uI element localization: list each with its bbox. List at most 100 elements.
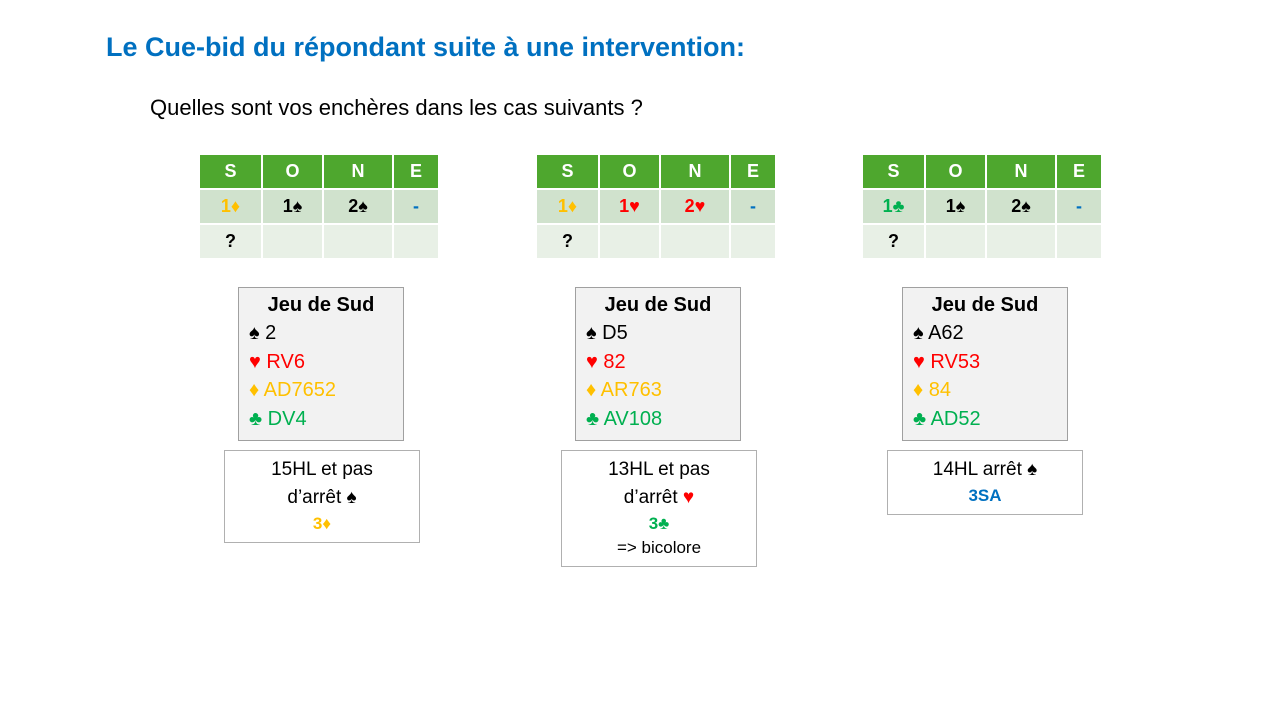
bid-cell [1057, 225, 1101, 258]
bidding-row: ? [863, 225, 1101, 258]
column-header-n: N [324, 155, 392, 188]
answer-explanation: 14HL arrêt ♠ [896, 456, 1074, 484]
south-hand-box: Jeu de Sud ♠ 2 ♥ RV6 ♦ AD7652 ♣ DV4 [238, 287, 404, 441]
diamond-icon: ♦ [249, 379, 260, 401]
hand-title: Jeu de Sud [267, 294, 375, 316]
heart-icon: ♥ [682, 487, 695, 508]
hand-cards: AD7652 [259, 379, 336, 401]
hand-suit-line: ♣ DV4 [249, 405, 403, 434]
bid-cell: - [394, 190, 438, 223]
bid-cell [987, 225, 1055, 258]
bid-cell [661, 225, 729, 258]
bid-cell: 1♠ [263, 190, 322, 223]
answer-bid: 3♣ [648, 514, 670, 533]
bid-cell: 1♠ [926, 190, 985, 223]
bid-cell: - [1057, 190, 1101, 223]
hand-cards: AV108 [599, 407, 663, 430]
answer-box: 13HL et pas d’arrêt ♥ 3♣ => bicolore [561, 450, 757, 567]
hand-suit-line: ♣ AV108 [586, 405, 740, 434]
hand-cards: AR763 [596, 379, 662, 401]
explanation-text: d’arrêt [287, 487, 347, 508]
column-header-n: N [987, 155, 1055, 188]
column-header-o: O [600, 155, 659, 188]
south-hand-box: Jeu de Sud ♠ D5 ♥ 82 ♦ AR763 ♣ AV108 [575, 287, 741, 441]
bidding-row: ? [200, 225, 438, 258]
answer-explanation: 13HL et pas [570, 456, 748, 484]
heart-icon: ♥ [913, 350, 925, 373]
bidding-panel: S O N E 1♣ 1♠ 2♠ -? Jeu de Sud ♠ A62 ♥ RV53 ♦ 84 ♣ A… [861, 153, 1103, 515]
bidding-row: ? [537, 225, 775, 258]
bid-cell: 1♥ [600, 190, 659, 223]
bid-cell [324, 225, 392, 258]
club-icon: ♣ [249, 407, 263, 430]
bid-cell [394, 225, 438, 258]
hand-suit-line: ♠ A62 [913, 319, 1067, 348]
hand-cards: RV6 [260, 350, 305, 373]
bid-cell: 1♦ [200, 190, 261, 223]
column-header-e: E [394, 155, 438, 188]
bid-cell: ? [863, 225, 924, 258]
diamond-icon: ♦ [913, 379, 924, 401]
explanation-text: 15HL et pas [271, 459, 373, 480]
bid-cell: ? [537, 225, 598, 258]
explanation-text: 13HL et pas [608, 459, 710, 480]
bid-cell: 2♠ [324, 190, 392, 223]
bidding-row: 1♦ 1♠ 2♠ - [200, 190, 438, 223]
club-icon: ♣ [586, 407, 600, 430]
answer-box: 15HL et pas d’arrêt ♠ 3♦ [224, 450, 420, 543]
bid-cell [600, 225, 659, 258]
bidding-table: S O N E 1♦ 1♠ 2♠ -? [198, 153, 440, 260]
diamond-icon: ♦ [586, 379, 597, 401]
hand-suit-line: ♥ RV6 [249, 348, 403, 377]
bidding-table: S O N E 1♣ 1♠ 2♠ -? [861, 153, 1103, 260]
bid-cell: - [731, 190, 775, 223]
answer-explanation: d’arrêt ♠ [233, 484, 411, 512]
answer-bid: 3♦ [312, 514, 332, 533]
heart-icon: ♥ [586, 350, 598, 373]
bid-cell: 1♦ [537, 190, 598, 223]
column-header-o: O [263, 155, 322, 188]
answer-bid: 3SA [968, 486, 1002, 505]
hand-suit-line: ♦ AD7652 [249, 376, 403, 405]
column-header-o: O [926, 155, 985, 188]
hand-cards: A62 [923, 322, 964, 344]
bidding-row: 1♣ 1♠ 2♠ - [863, 190, 1101, 223]
spade-icon: ♠ [346, 487, 357, 508]
bidding-panel: S O N E 1♦ 1♥ 2♥ -? Jeu de Sud ♠ D5 ♥ 82 ♦ AR763 ♣ A… [535, 153, 777, 567]
bid-cell: 2♠ [987, 190, 1055, 223]
column-header-e: E [731, 155, 775, 188]
south-hand-box: Jeu de Sud ♠ A62 ♥ RV53 ♦ 84 ♣ AD52 [902, 287, 1068, 441]
hand-cards: DV4 [262, 407, 307, 430]
slide-title: Le Cue-bid du répondant suite à une inte… [106, 32, 746, 62]
bid-cell [263, 225, 322, 258]
explanation-text: d’arrêt [623, 487, 683, 508]
hand-cards: 84 [923, 379, 952, 401]
spade-icon: ♠ [913, 322, 924, 344]
bid-cell [926, 225, 985, 258]
spade-icon: ♠ [1027, 459, 1038, 480]
bid-cell: ? [200, 225, 261, 258]
heart-icon: ♥ [249, 350, 261, 373]
hand-suit-line: ♥ 82 [586, 348, 740, 377]
bidding-panel: S O N E 1♦ 1♠ 2♠ -? Jeu de Sud ♠ 2 ♥ RV6 ♦ AD7652 ♣ … [198, 153, 440, 543]
hand-cards: 2 [259, 322, 277, 344]
club-icon: ♣ [913, 407, 927, 430]
bidding-table: S O N E 1♦ 1♥ 2♥ -? [535, 153, 777, 260]
hand-cards: AD52 [926, 407, 981, 430]
bid-cell: 1♣ [863, 190, 924, 223]
spade-icon: ♠ [249, 322, 260, 344]
spade-icon: ♠ [586, 322, 597, 344]
hand-suit-line: ♣ AD52 [913, 405, 1067, 434]
hand-cards: RV53 [924, 350, 981, 373]
hand-title: Jeu de Sud [604, 294, 712, 316]
hand-suit-line: ♠ D5 [586, 319, 740, 348]
hand-suit-line: ♥ RV53 [913, 348, 1067, 377]
answer-explanation: 15HL et pas [233, 456, 411, 484]
explanation-text: 14HL arrêt [932, 459, 1028, 480]
answer-explanation: d’arrêt ♥ [570, 484, 748, 512]
answer-note: => bicolore [616, 538, 702, 557]
slide-subtitle: Quelles sont vos enchères dans les cas s… [150, 95, 643, 120]
hand-suit-line: ♠ 2 [249, 319, 403, 348]
